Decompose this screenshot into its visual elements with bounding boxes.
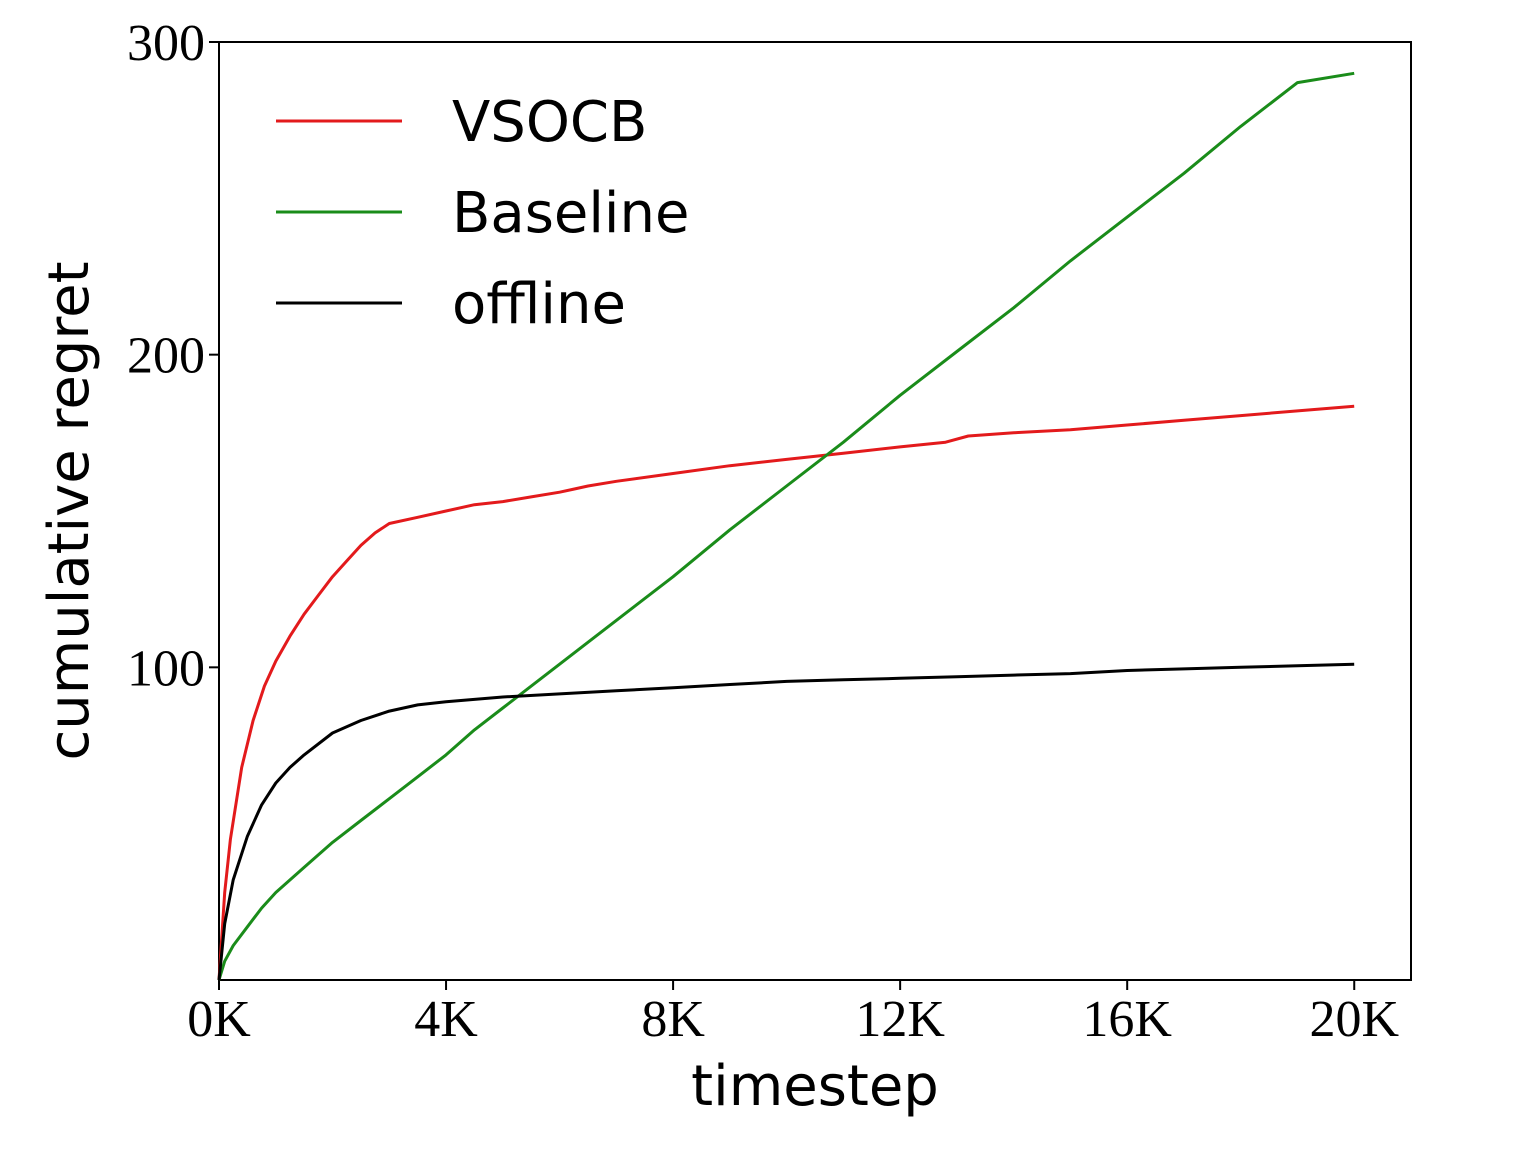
series-lines <box>217 71 1355 981</box>
x-tick-label: 0K <box>187 991 251 1048</box>
legend-label-baseline: Baseline <box>452 181 689 246</box>
y-axis-title: cumulative regret <box>37 261 102 760</box>
y-tick-label: 300 <box>127 15 205 72</box>
x-tick-label: 16K <box>1082 991 1172 1048</box>
y-axis: 100 200 300 <box>127 15 219 697</box>
series-line-vsocb <box>217 404 1355 981</box>
x-tick-label: 8K <box>641 991 705 1048</box>
legend-label-vsocb: VSOCB <box>452 90 647 155</box>
y-tick-label: 200 <box>127 328 205 385</box>
legend: VSOCB Baseline offline <box>276 90 689 337</box>
x-axis-title: timestep <box>691 1054 939 1119</box>
x-tick-label: 12K <box>855 991 945 1048</box>
series-line-baseline <box>217 71 1355 981</box>
x-axis: 0K 4K 8K 12K 16K 20K <box>187 980 1399 1048</box>
x-tick-label: 20K <box>1309 991 1399 1048</box>
series-line-offline <box>217 662 1355 981</box>
x-tick-label: 4K <box>414 991 478 1048</box>
y-tick-label: 100 <box>127 640 205 697</box>
legend-label-offline: offline <box>452 272 626 337</box>
plot-frame <box>218 41 1412 981</box>
